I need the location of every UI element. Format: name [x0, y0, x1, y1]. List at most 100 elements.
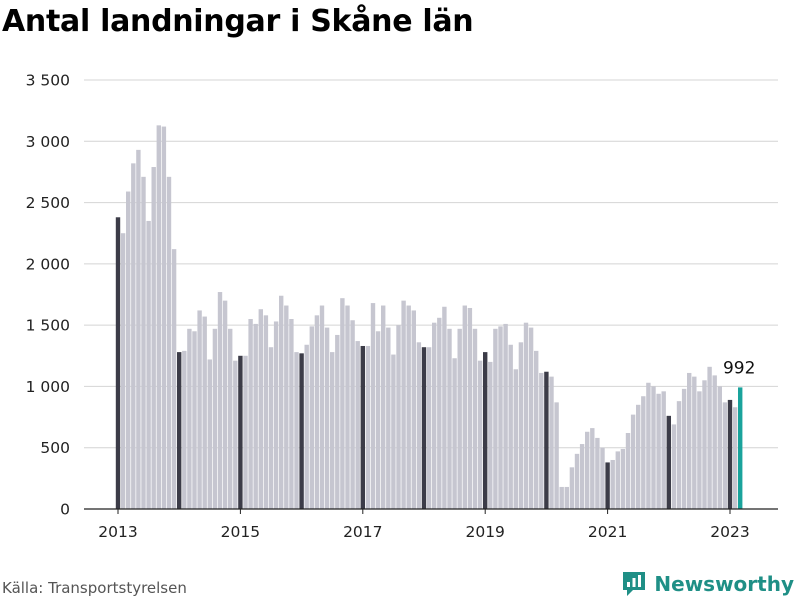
bar — [447, 328, 452, 509]
bar — [238, 355, 243, 509]
bar — [477, 360, 483, 509]
bar — [641, 396, 646, 509]
bar — [697, 391, 702, 509]
bar — [727, 399, 733, 509]
x-axis-ticks: 2013 2015 2017 2019 2021 2023 — [98, 509, 750, 541]
bar — [620, 448, 626, 509]
bar — [605, 462, 610, 509]
bar — [707, 366, 712, 509]
bar — [146, 220, 151, 509]
bar — [493, 328, 498, 509]
bar — [569, 467, 575, 509]
bar — [534, 350, 539, 509]
bar — [528, 327, 534, 509]
bar — [381, 305, 386, 509]
bar — [197, 310, 202, 509]
bar — [319, 305, 325, 509]
bar — [182, 350, 187, 509]
x-tick-label: 2023 — [710, 523, 749, 541]
bar — [651, 386, 656, 509]
bar — [518, 342, 524, 509]
bar — [416, 342, 422, 509]
brand-name: Newsworthy — [654, 572, 794, 596]
bar — [579, 444, 585, 509]
bar — [656, 393, 661, 509]
bar — [217, 292, 223, 509]
bar — [467, 307, 473, 509]
y-axis-ticks: 0 500 1 000 1 500 2 000 2 500 3 000 3 500 — [26, 72, 70, 519]
bar — [498, 326, 503, 509]
bar — [600, 447, 605, 509]
bar — [330, 352, 335, 509]
bar — [248, 319, 253, 509]
bar — [396, 325, 401, 509]
x-tick-label: 2021 — [588, 523, 627, 541]
bar — [437, 317, 442, 509]
brand-logo[interactable]: Newsworthy — [621, 568, 794, 600]
bar — [279, 295, 284, 509]
bar — [294, 352, 299, 509]
bar — [732, 407, 738, 509]
bar — [636, 404, 641, 509]
bar — [513, 369, 518, 509]
bar — [365, 345, 371, 509]
bar — [375, 331, 381, 509]
bar — [595, 437, 600, 509]
bar — [192, 331, 197, 509]
bar — [539, 372, 544, 509]
bar — [722, 402, 728, 509]
bar — [554, 402, 559, 509]
bar — [401, 300, 406, 509]
bar — [391, 354, 396, 509]
bar — [585, 431, 590, 509]
bar — [222, 300, 228, 509]
y-tick-label: 500 — [40, 439, 70, 457]
y-tick-label: 2 000 — [26, 255, 70, 273]
bar — [549, 376, 554, 509]
bar — [207, 359, 212, 509]
bar — [161, 126, 167, 509]
bar — [309, 326, 314, 509]
bar — [131, 163, 136, 509]
bars — [115, 125, 743, 510]
bar — [360, 345, 365, 509]
bar — [273, 321, 279, 509]
bar — [243, 355, 248, 509]
y-tick-label: 3 000 — [26, 133, 70, 151]
bar — [508, 344, 513, 509]
bar — [462, 305, 467, 509]
bar — [488, 361, 493, 509]
y-tick-label: 1 000 — [26, 378, 70, 396]
bar — [452, 358, 457, 509]
bar — [350, 320, 355, 509]
x-tick-label: 2013 — [98, 523, 137, 541]
bar — [610, 459, 615, 509]
bar — [156, 125, 161, 509]
bar — [212, 328, 218, 509]
y-tick-label: 0 — [60, 501, 70, 519]
bar — [171, 249, 177, 510]
bar — [268, 347, 274, 509]
bar — [126, 191, 131, 510]
bar — [432, 322, 437, 509]
bar — [233, 360, 238, 509]
x-tick-label: 2017 — [343, 523, 382, 541]
bar — [187, 328, 192, 509]
bar — [263, 315, 269, 509]
bar — [564, 486, 569, 509]
bar — [370, 303, 376, 509]
bar — [717, 386, 722, 509]
bar — [345, 305, 350, 509]
bar — [335, 334, 340, 509]
bar — [177, 352, 182, 509]
bar — [472, 328, 478, 509]
bar — [340, 298, 345, 509]
bar — [503, 323, 508, 509]
bar — [692, 376, 697, 509]
bar — [115, 217, 121, 509]
bar — [646, 382, 651, 509]
bar — [681, 388, 687, 509]
bar — [228, 328, 233, 509]
bar — [523, 322, 529, 509]
